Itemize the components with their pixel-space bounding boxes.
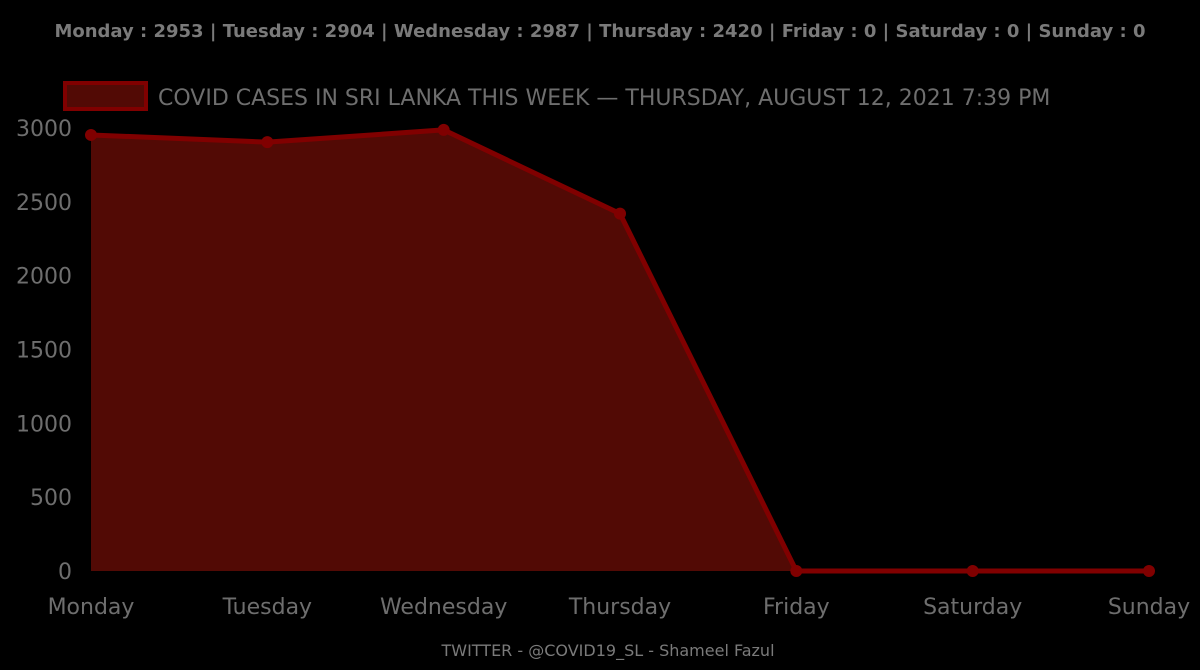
data-point: [437, 123, 450, 136]
data-point: [85, 128, 97, 141]
y-tick-label: 3000: [16, 117, 72, 142]
y-axis: 0 500 1000 1500 2000 2500 3000: [16, 117, 72, 585]
data-point: [1143, 565, 1155, 577]
x-tick-label: Saturday: [923, 595, 1022, 620]
x-axis: Monday Tuesday Wednesday Thursday Friday Satu…: [48, 595, 1191, 620]
x-tick-label: Wednesday: [380, 595, 507, 620]
data-point: [261, 136, 274, 149]
plot-area: [85, 123, 1155, 577]
y-tick-label: 500: [30, 486, 72, 511]
x-tick-label: Sunday: [1108, 595, 1190, 620]
data-point: [966, 565, 979, 577]
data-point: [614, 207, 626, 220]
y-tick-label: 0: [58, 560, 72, 585]
y-tick-label: 1500: [16, 339, 72, 364]
y-tick-label: 2000: [16, 265, 72, 290]
x-tick-label: Friday: [763, 595, 830, 620]
x-tick-label: Tuesday: [222, 595, 313, 620]
daily-summary-line: Monday : 2953 | Tuesday : 2904 | Wednesd…: [54, 21, 1146, 42]
legend-swatch: [63, 81, 148, 111]
series-area-fill: [91, 129, 1149, 571]
chart-legend: COVID CASES IN SRI LANKA THIS WEEK — THU…: [63, 81, 1050, 111]
x-tick-label: Thursday: [568, 595, 671, 620]
data-point: [790, 565, 803, 577]
y-tick-label: 1000: [16, 412, 72, 437]
credit-footer: TWITTER - @COVID19_SL - Shameel Fazul: [441, 641, 775, 660]
y-tick-label: 2500: [16, 191, 72, 216]
x-tick-label: Monday: [48, 595, 135, 620]
legend-series-label: COVID CASES IN SRI LANKA THIS WEEK — THU…: [158, 86, 1050, 111]
